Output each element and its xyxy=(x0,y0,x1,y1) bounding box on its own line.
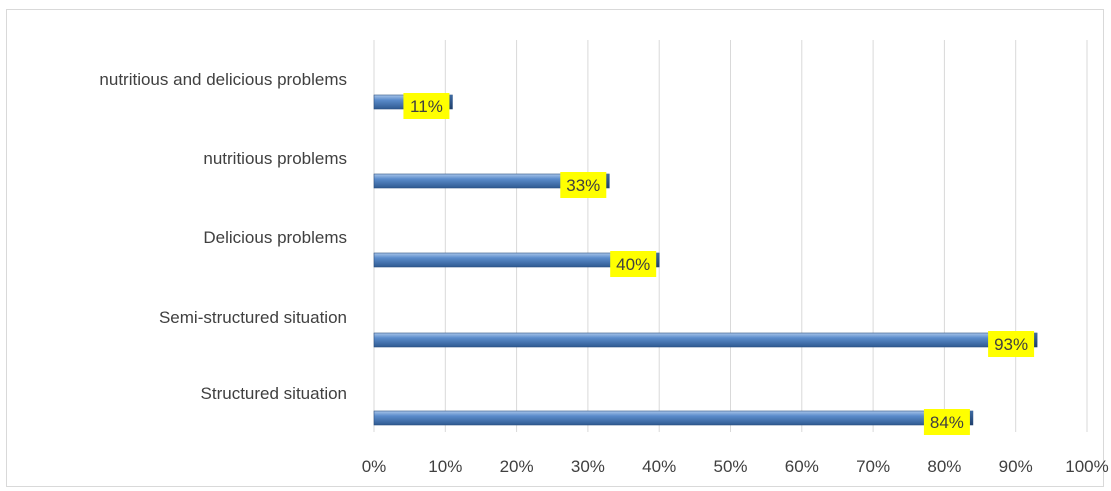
x-tick-label: 50% xyxy=(713,457,747,476)
bar-end-cap xyxy=(968,411,973,425)
x-tick-label: 10% xyxy=(428,457,462,476)
category-label: nutritious and delicious problems xyxy=(99,70,347,89)
data-label-box xyxy=(610,251,657,277)
data-labels: 84% 93% 40% 33% 11% xyxy=(403,93,1035,435)
bar xyxy=(373,410,974,426)
data-label: 11% xyxy=(410,97,443,116)
x-tick-label: 0% xyxy=(362,457,387,476)
data-label: 33% xyxy=(566,176,600,195)
gridlines xyxy=(373,40,1088,432)
x-tick-label: 40% xyxy=(642,457,676,476)
data-label: 93% xyxy=(994,335,1028,354)
bar-end-cap xyxy=(448,95,453,109)
x-axis-tick-labels: 0% 10% 20% 30% 40% 50% 60% 70% 80% 90% 100% xyxy=(362,457,1109,476)
bars xyxy=(373,94,1038,426)
bar-end-cap xyxy=(655,253,660,267)
chart-frame xyxy=(6,9,1104,487)
x-tick-label: 100% xyxy=(1065,457,1108,476)
x-tick-label: 70% xyxy=(856,457,890,476)
bar-end-cap xyxy=(1033,333,1038,347)
x-tick-label: 60% xyxy=(785,457,819,476)
x-tick-label: 20% xyxy=(500,457,534,476)
bar-end-cap xyxy=(605,174,610,188)
category-labels: Structured situation Semi-structured situ… xyxy=(99,70,347,403)
x-tick-label: 80% xyxy=(927,457,961,476)
data-label-box xyxy=(403,93,450,119)
data-label-box xyxy=(923,409,970,435)
bar xyxy=(373,332,1038,348)
data-label: 84% xyxy=(930,413,964,432)
data-label: 40% xyxy=(616,255,650,274)
data-label-box xyxy=(560,172,607,198)
category-label: Structured situation xyxy=(201,384,347,403)
category-label: Semi-structured situation xyxy=(159,308,347,327)
x-tick-label: 90% xyxy=(999,457,1033,476)
data-label-box xyxy=(988,331,1035,357)
category-label: Delicious problems xyxy=(203,228,347,247)
x-tick-label: 30% xyxy=(571,457,605,476)
category-label: nutritious problems xyxy=(203,149,347,168)
